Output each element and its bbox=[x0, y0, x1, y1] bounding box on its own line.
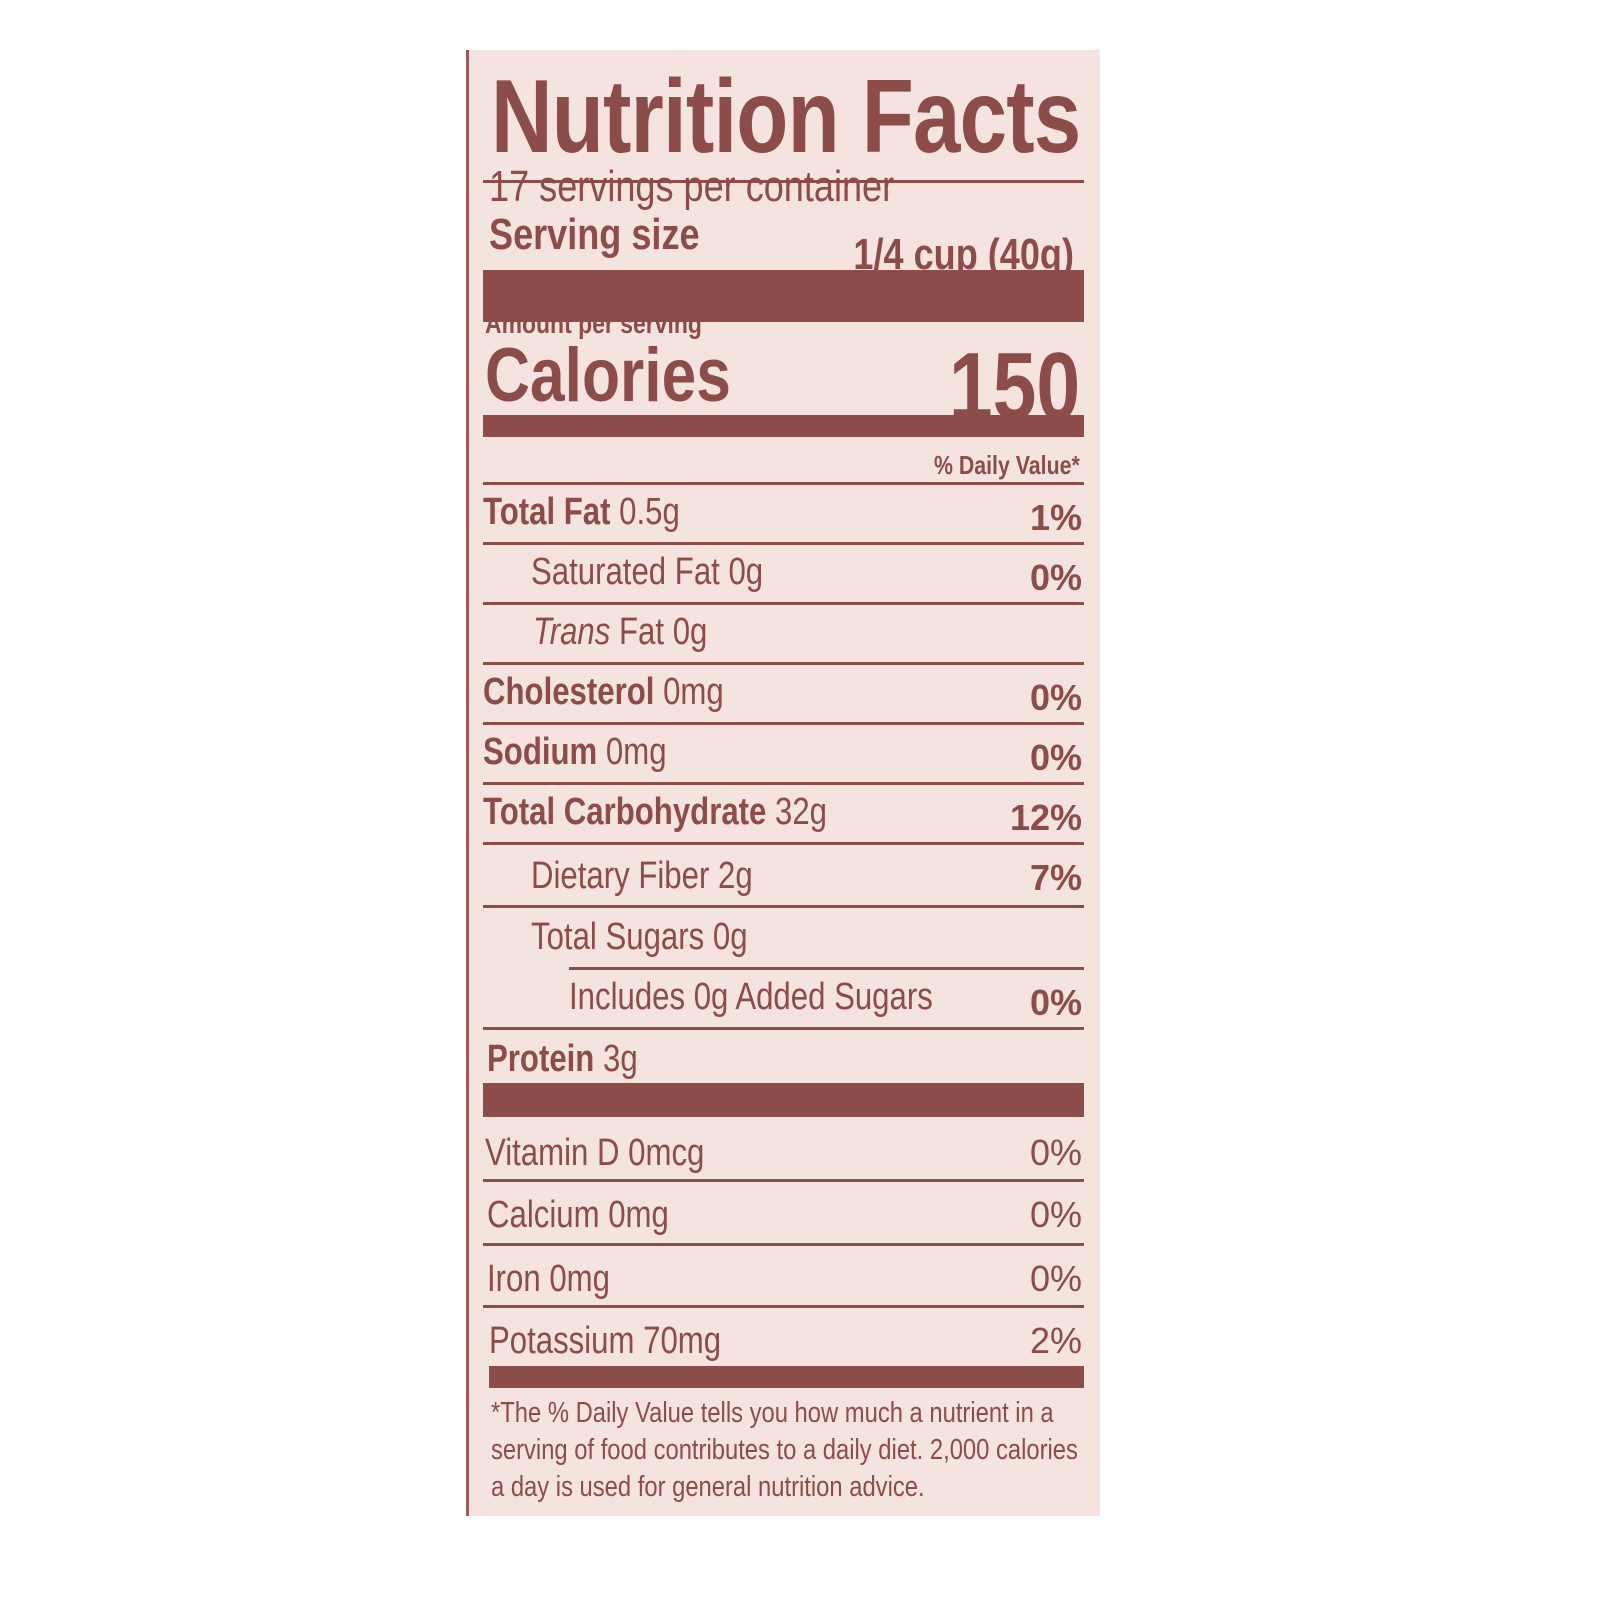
label-title: Nutrition Facts bbox=[491, 59, 1081, 175]
divider bbox=[483, 482, 1084, 485]
calories-label: Calories bbox=[485, 333, 731, 418]
thick-divider bbox=[483, 1083, 1084, 1117]
nutrient-row: Sodium 0mg 0% bbox=[483, 725, 1084, 785]
divider bbox=[483, 180, 1084, 183]
vitamin-row: Potassium 70mg 2% bbox=[489, 1320, 1082, 1362]
nutrition-facts-label: Nutrition Facts 17 servings per containe… bbox=[466, 50, 1100, 1516]
vitamin-row: Calcium 0mg 0% bbox=[483, 1182, 1084, 1246]
nutrient-row: Includes 0g Added Sugars 0% bbox=[483, 970, 1084, 1030]
vitamin-row: Vitamin D 0mcg 0% bbox=[483, 1120, 1084, 1182]
nutrient-row: Total Carbohydrate 32g 12% bbox=[483, 785, 1084, 845]
amount-per-serving: Amount per serving bbox=[485, 308, 702, 339]
daily-value-header: % Daily Value* bbox=[934, 450, 1080, 480]
thick-divider bbox=[483, 415, 1084, 437]
thick-divider bbox=[483, 270, 1084, 322]
servings-per-container: 17 servings per container bbox=[489, 162, 895, 211]
nutrient-row: Total Sugars 0g bbox=[531, 908, 1084, 970]
footnote: *The % Daily Value tells you how much a … bbox=[491, 1397, 1078, 1503]
nutrient-row: Cholesterol 0mg 0% bbox=[483, 665, 1084, 725]
nutrient-row: Trans Fat 0g bbox=[483, 605, 1084, 665]
nutrient-row: Total Fat 0.5g 1% bbox=[483, 485, 1084, 545]
nutrient-row: Dietary Fiber 2g 7% bbox=[483, 845, 1084, 908]
serving-size-label: Serving size bbox=[489, 210, 700, 259]
nutrient-row: Saturated Fat 0g 0% bbox=[483, 545, 1084, 605]
nutrient-row: Protein 3g bbox=[487, 1038, 638, 1080]
thick-divider bbox=[489, 1366, 1084, 1388]
vitamin-row: Iron 0mg 0% bbox=[483, 1246, 1084, 1308]
